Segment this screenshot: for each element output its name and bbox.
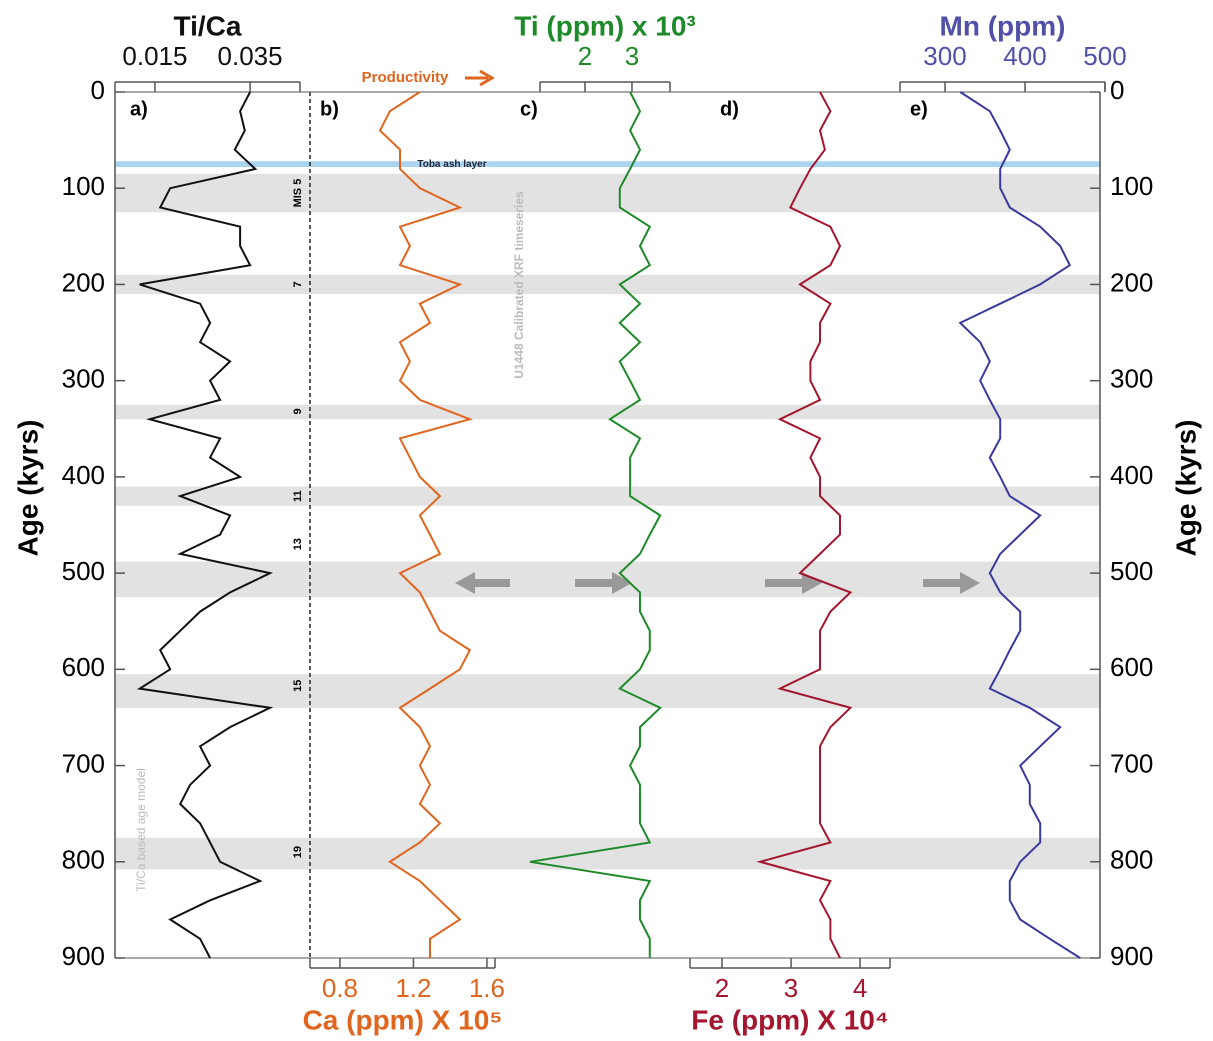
panel-label: a) [130,98,148,120]
glacial-band [115,404,1100,420]
y-tick-label: 600 [1110,652,1153,682]
y-tick-label: 500 [1110,556,1153,586]
x-tick-label: 2 [715,973,729,1003]
plot-layer: Toba ash layer 0 0 100 100 200 200 300 300 400 400… [62,10,1154,1035]
toba-label: Toba ash layer [417,159,486,170]
x-tick-label: 2 [578,41,592,71]
y-tick-label: 800 [62,845,105,875]
x-tick-label: 4 [853,973,867,1003]
profile-line [756,91,853,959]
panel-label: b) [320,98,339,120]
y-tick-label: 0 [91,75,105,105]
y-tick-label: 200 [62,267,105,297]
mis-label: 13 [292,538,304,550]
x-tick-label: 1.2 [395,973,431,1003]
xrf-label: U1448 Calibrated XRF timeseries [512,191,526,379]
mis-label: 7 [292,281,304,287]
x-tick-label: 0.8 [322,973,358,1003]
x-tick-label: 0.015 [122,41,187,71]
y-tick-label: 600 [62,652,105,682]
profile-line [529,91,662,958]
x-tick-label: 0.035 [218,41,283,71]
productivity-label: Productivity [362,69,449,86]
y-tick-label: 500 [62,556,105,586]
y-tick-label: 400 [62,460,105,490]
productivity-arrow [465,69,495,87]
x-tick-label: 3 [784,973,798,1003]
y-tick-label: 300 [1110,364,1153,394]
profile-line [378,91,473,958]
x-axis-title: Mn (ppm) [940,10,1066,41]
panel-label: c) [520,98,538,120]
y-tick-label: 100 [62,171,105,201]
glacial-band [115,837,1100,870]
x-tick-label: 500 [1083,41,1126,71]
y-tick-label: 200 [1110,267,1153,297]
y-tick-label: 0 [1110,75,1124,105]
glacial-band [115,173,1100,213]
mis-label: 11 [292,490,304,502]
toba-band [115,161,1100,168]
y-tick-label: 300 [62,364,105,394]
glacial-band [115,674,1100,708]
y-tick-label: 400 [1110,460,1153,490]
x-axis-title: Ca (ppm) X 10⁵ [303,1004,503,1035]
mis-label: MIS 5 [292,179,304,208]
x-tick-label: 400 [1003,41,1046,71]
x-axis-title: Ti/Ca [174,10,242,41]
arrows [455,572,980,594]
glacial-band [115,274,1100,295]
bands [115,161,1100,870]
x-axis-title: Ti (ppm) x 10³ [514,10,696,41]
x-axis-title: Fe (ppm) X 10⁴ [691,1004,888,1035]
mis-label: 19 [292,846,304,858]
y-axis-label: Age (kyrs) [12,420,43,557]
y-tick-label: 900 [62,941,105,971]
y-tick-label: 900 [1110,941,1153,971]
y-axis-label: Age (kyrs) [1170,420,1201,557]
x-tick-label: 3 [625,41,639,71]
y-tick-label: 800 [1110,845,1153,875]
profile-line [958,91,1081,959]
panel-label: d) [720,98,739,120]
mis-label: 9 [292,408,304,414]
glacial-band [115,486,1100,506]
x-tick-label: 1.6 [469,973,505,1003]
y-tick-label: 100 [1110,171,1153,201]
x-tick-label: 300 [923,41,966,71]
y-tick-label: 700 [1110,748,1153,778]
panel-label: e) [910,98,928,120]
y-tick-label: 700 [62,748,105,778]
mis-label: 15 [292,680,304,692]
profile-line [136,91,274,959]
age-model-label: Ti/Ca based age model [134,768,148,892]
